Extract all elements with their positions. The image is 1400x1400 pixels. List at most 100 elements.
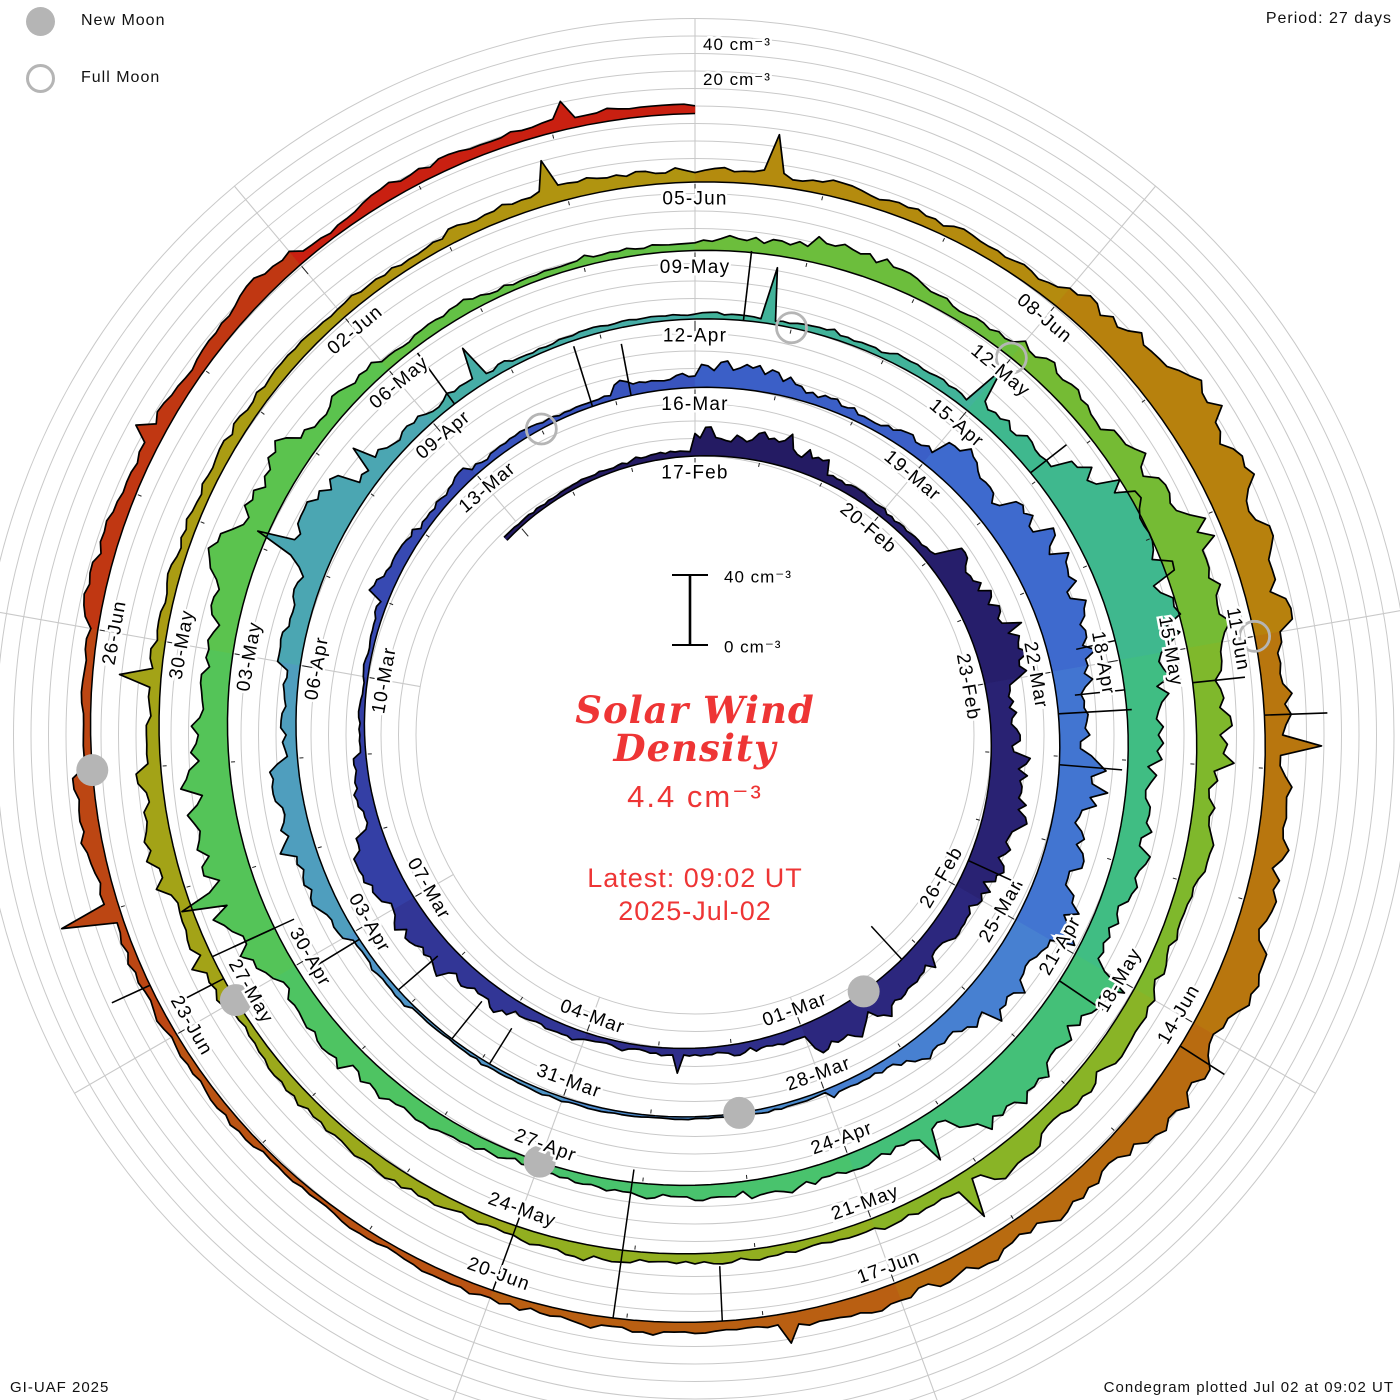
day-tick — [326, 575, 331, 579]
day-tick — [911, 299, 915, 304]
density-spike — [742, 250, 753, 321]
chart-title-line1: Solar Wind — [575, 688, 815, 732]
date-label: 05-Jun — [662, 189, 727, 210]
day-tick — [370, 493, 375, 497]
day-tick — [599, 334, 602, 339]
date-label: 12-Apr — [663, 326, 727, 347]
day-tick — [631, 467, 634, 472]
day-tick — [819, 482, 823, 487]
day-tick — [511, 369, 514, 374]
density-spike — [111, 984, 151, 1004]
day-tick — [252, 865, 257, 869]
day-tick — [1110, 1127, 1115, 1131]
outer-scale-40: 40 cm⁻³ — [703, 35, 771, 54]
new-moon-marker — [847, 975, 880, 1008]
full-moon-marker — [1238, 619, 1271, 653]
day-tick — [355, 925, 366, 932]
day-tick — [1123, 982, 1133, 989]
spiral-baseline — [89, 112, 1266, 1324]
full-moon-marker — [775, 311, 808, 345]
day-tick — [137, 494, 142, 497]
day-tick — [425, 534, 430, 538]
day-tick — [961, 986, 966, 990]
day-tick — [1208, 511, 1213, 514]
density-spike — [572, 346, 594, 407]
center-scalebar: 40 cm⁻³ 0 cm⁻³ — [672, 565, 793, 659]
day-tick — [942, 237, 946, 242]
day-tick — [819, 1078, 825, 1089]
artifact-spike — [492, 1200, 527, 1291]
day-tick — [186, 885, 191, 888]
latest-time-label: Latest: 09:02 UT — [587, 863, 803, 894]
day-tick — [789, 329, 792, 334]
density-fill-segment — [223, 999, 517, 1236]
day-tick — [480, 308, 483, 313]
date-label: 03-May — [233, 620, 266, 693]
day-tick — [1061, 1080, 1065, 1084]
density-spike — [1058, 708, 1132, 715]
day-tick — [972, 683, 983, 687]
day-tick — [461, 951, 466, 956]
day-tick — [234, 653, 245, 657]
inward-artifact-spikes — [211, 639, 1125, 1322]
center-annotation: Solar Wind Density 4.4 cm⁻³ Latest: 09:0… — [395, 688, 995, 927]
day-tick — [1011, 1033, 1015, 1037]
new-moon-icon — [26, 6, 55, 36]
density-trace — [60, 100, 1323, 1344]
day-tick — [572, 491, 576, 496]
legend-row-new-moon: New Moon — [26, 6, 165, 36]
date-label: 26-Jun — [99, 599, 131, 667]
day-tick — [1064, 947, 1074, 954]
artifact-spike — [451, 1000, 483, 1040]
radial-spoke — [73, 874, 454, 1094]
date-label: 02-Jun — [324, 301, 388, 359]
day-tick — [945, 879, 955, 886]
day-tick — [843, 1143, 848, 1153]
date-label: 31-Mar — [534, 1060, 605, 1103]
latest-date-label: 2025-Jul-02 — [618, 896, 772, 927]
day-tick — [411, 998, 416, 1003]
day-tick — [415, 890, 425, 897]
new-moon-marker — [723, 1096, 756, 1129]
day-tick — [302, 665, 313, 668]
day-tick — [1047, 306, 1055, 316]
radial-spoke — [233, 185, 517, 522]
date-label: 06-Apr — [301, 635, 333, 702]
day-tick — [301, 265, 309, 275]
density-fill-segment — [171, 1033, 494, 1299]
legend-row-full-moon: Full Moon — [26, 63, 165, 93]
scalebar-bottom-label: 0 cm⁻³ — [724, 638, 781, 657]
day-tick — [1183, 1016, 1193, 1023]
day-tick — [317, 846, 322, 849]
day-tick — [433, 423, 441, 432]
day-tick — [369, 677, 380, 680]
density-spike — [968, 859, 1023, 887]
day-tick — [345, 318, 353, 327]
new-moon-label: New Moon — [81, 12, 166, 29]
date-label: 13-Mar — [455, 458, 520, 517]
artifact-spike — [718, 1266, 724, 1322]
density-spike — [1058, 980, 1104, 1011]
day-tick — [1141, 399, 1146, 403]
density-spike — [620, 343, 632, 396]
day-tick — [520, 996, 524, 1001]
date-label: 11-Jun — [1222, 606, 1254, 673]
full-moon-label: Full Moon — [81, 69, 161, 86]
current-density-value: 4.4 cm⁻³ — [627, 779, 763, 815]
day-tick — [850, 421, 853, 426]
day-tick — [957, 619, 962, 623]
day-tick — [975, 818, 980, 821]
day-tick — [541, 430, 545, 435]
density-spike — [179, 977, 224, 1002]
day-tick — [796, 1014, 801, 1025]
density-spike — [1179, 1045, 1225, 1076]
day-tick — [915, 464, 923, 473]
period-label: Period: 27 days — [1265, 10, 1392, 27]
day-tick — [1082, 565, 1087, 569]
day-tick — [871, 516, 879, 525]
day-tick — [120, 905, 125, 908]
artifact-spike — [1074, 689, 1125, 696]
density-spike — [1192, 676, 1246, 684]
density-spike — [416, 352, 456, 405]
